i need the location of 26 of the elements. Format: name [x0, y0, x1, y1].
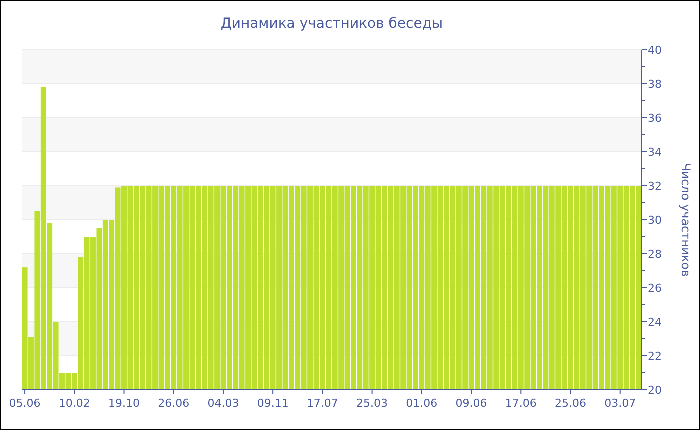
x-tick-label: 05.06: [9, 397, 41, 410]
y-tick-label: 30: [648, 214, 662, 227]
x-tick-label: 03.07: [604, 397, 636, 410]
y-tick-label: 38: [648, 78, 662, 91]
x-tick-label: 19.10: [108, 397, 140, 410]
y-tick-label: 24: [648, 316, 662, 329]
y-tick-label: 32: [648, 180, 662, 193]
y-tick-label: 20: [648, 384, 662, 397]
y-tick-label: 34: [648, 146, 662, 159]
x-tick-label: 25.06: [555, 397, 586, 410]
x-tick-label: 17.06: [505, 397, 537, 410]
y-tick-label: 26: [648, 282, 662, 295]
x-tick-label: 10.02: [58, 397, 90, 410]
x-tick-label: 04.03: [208, 397, 240, 410]
x-tick-label: 17.07: [306, 397, 338, 410]
y-tick-label: 22: [648, 350, 662, 363]
x-tick-label: 26.06: [158, 397, 190, 410]
chart-title: Динамика участников беседы: [220, 16, 444, 32]
y-tick-label: 28: [648, 248, 662, 261]
y-tick-label: 36: [648, 112, 662, 125]
x-tick-label: 25.03: [356, 397, 388, 410]
x-tick-label: 09.11: [257, 397, 289, 410]
y-axis-title: Число участников: [679, 163, 693, 277]
x-tick-label: 01.06: [406, 397, 438, 410]
y-tick-label: 40: [648, 44, 662, 57]
x-tick-label: 09.06: [456, 397, 488, 410]
